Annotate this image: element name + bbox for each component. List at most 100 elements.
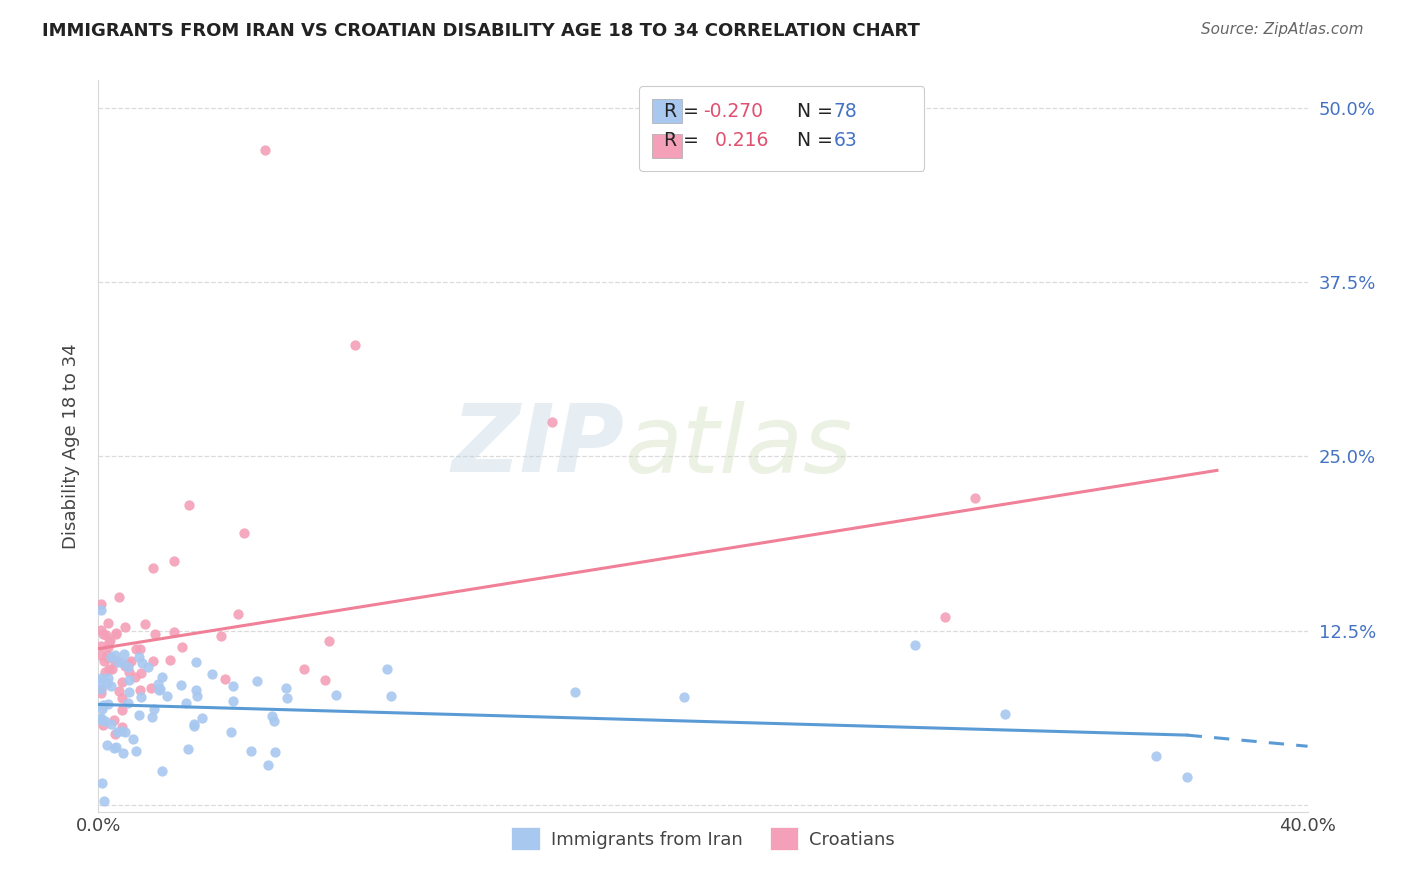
Point xyxy=(93,654,115,668)
Point xyxy=(134,616,156,631)
Point xyxy=(128,708,150,723)
Point xyxy=(90,624,112,638)
Point xyxy=(177,741,200,756)
Point xyxy=(246,674,269,689)
Point xyxy=(117,657,139,672)
Point xyxy=(104,655,127,669)
Point xyxy=(117,659,139,673)
Point xyxy=(94,628,117,642)
Point xyxy=(380,689,402,703)
Text: 0.216: 0.216 xyxy=(703,131,768,151)
Point xyxy=(201,666,224,681)
Point xyxy=(994,707,1017,722)
Point xyxy=(276,690,298,705)
Point xyxy=(143,702,166,716)
Point xyxy=(934,609,956,624)
Point xyxy=(111,674,134,689)
Point xyxy=(904,638,927,652)
Point xyxy=(156,689,179,703)
Point xyxy=(93,665,115,679)
Text: ZIP: ZIP xyxy=(451,400,624,492)
Text: N =: N = xyxy=(785,131,839,151)
Point xyxy=(377,662,399,676)
Point xyxy=(1175,770,1198,784)
Point xyxy=(131,656,153,670)
Point xyxy=(222,694,245,708)
Point xyxy=(179,498,201,512)
Point xyxy=(1144,749,1167,764)
Point xyxy=(107,591,129,605)
Point xyxy=(150,670,173,684)
Point xyxy=(103,741,125,756)
Point xyxy=(143,627,166,641)
Point xyxy=(325,688,347,702)
Text: 78: 78 xyxy=(834,103,858,121)
Point xyxy=(112,657,135,671)
Point xyxy=(104,626,127,640)
Point xyxy=(101,662,124,676)
Point xyxy=(214,672,236,686)
Point xyxy=(114,620,136,634)
Point xyxy=(91,702,114,716)
Text: -0.270: -0.270 xyxy=(703,103,763,121)
Point xyxy=(136,660,159,674)
Point xyxy=(93,794,115,808)
Point xyxy=(91,776,114,790)
Point xyxy=(107,684,129,698)
Point xyxy=(96,648,118,662)
Point xyxy=(159,653,181,667)
Point xyxy=(186,655,208,669)
Point xyxy=(104,648,127,662)
Point xyxy=(183,719,205,733)
Point xyxy=(112,647,135,661)
Point xyxy=(90,671,112,685)
Point xyxy=(90,639,112,653)
Point xyxy=(672,690,695,704)
Point xyxy=(965,491,987,506)
Point xyxy=(100,679,122,693)
Text: R =: R = xyxy=(664,103,706,121)
Y-axis label: Disability Age 18 to 34: Disability Age 18 to 34 xyxy=(62,343,80,549)
Point xyxy=(139,681,162,696)
Point xyxy=(90,711,112,725)
Point xyxy=(90,682,112,697)
Point xyxy=(118,665,141,679)
Point xyxy=(111,723,134,738)
Point xyxy=(170,678,193,692)
Point xyxy=(124,670,146,684)
Point xyxy=(148,676,170,690)
Point xyxy=(121,731,143,746)
Point xyxy=(91,718,114,732)
Point xyxy=(129,666,152,681)
Point xyxy=(209,629,232,643)
Point xyxy=(128,650,150,665)
Point xyxy=(94,714,117,728)
Point xyxy=(256,757,278,772)
Point xyxy=(120,654,142,668)
Point xyxy=(90,597,112,611)
Point xyxy=(96,738,118,752)
Point xyxy=(142,561,165,575)
Point xyxy=(96,676,118,690)
Point xyxy=(150,764,173,778)
Point xyxy=(219,724,242,739)
Point xyxy=(107,655,129,669)
Point xyxy=(163,554,186,568)
Point xyxy=(96,697,118,711)
Point xyxy=(97,671,120,685)
Point xyxy=(100,716,122,731)
Point xyxy=(118,673,141,687)
Point xyxy=(318,634,340,648)
Point xyxy=(276,681,298,696)
Point xyxy=(111,720,134,734)
Point xyxy=(186,690,208,704)
Point xyxy=(105,725,128,739)
Point xyxy=(90,673,112,688)
Point xyxy=(114,725,136,739)
Point xyxy=(564,685,586,699)
Point xyxy=(174,696,197,710)
Point xyxy=(183,717,205,731)
Point xyxy=(117,696,139,710)
Point xyxy=(111,746,134,760)
Point xyxy=(125,642,148,657)
